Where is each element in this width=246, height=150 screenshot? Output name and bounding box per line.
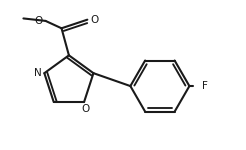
Text: F: F [202,81,208,91]
Text: O: O [34,16,43,26]
Text: O: O [81,104,90,114]
Text: N: N [34,68,41,78]
Text: O: O [90,15,98,25]
